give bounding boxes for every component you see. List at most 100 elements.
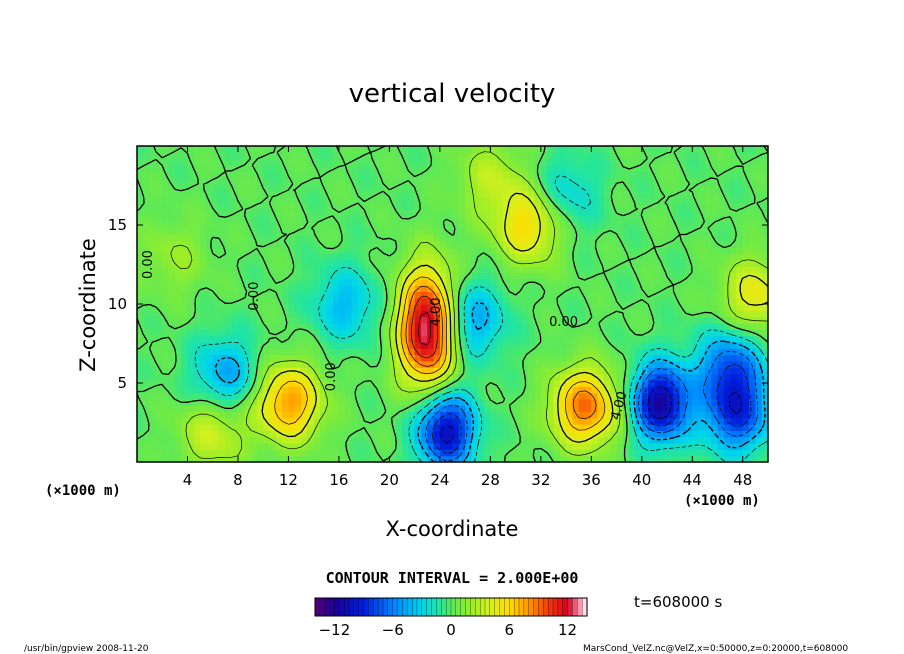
heat-cell — [219, 247, 226, 255]
heat-cell — [389, 285, 397, 292]
heat-cell — [585, 430, 592, 438]
heat-cell — [389, 398, 397, 406]
heat-cell — [566, 285, 573, 292]
heat-cell — [269, 417, 277, 425]
heat-cell — [275, 196, 283, 204]
heat-cell — [654, 335, 662, 343]
heat-cell — [761, 259, 768, 267]
heat-cell — [572, 177, 580, 185]
heat-cell — [502, 424, 510, 431]
heat-cell — [212, 304, 220, 311]
heat-cell — [427, 247, 435, 255]
heat-cell — [446, 240, 454, 248]
heat-cell — [433, 373, 441, 381]
heat-cell — [610, 285, 618, 292]
heat-cell — [212, 354, 220, 362]
heat-cell — [357, 164, 365, 172]
heat-cell — [458, 209, 466, 217]
heat-cell — [193, 392, 201, 400]
heat-cell — [193, 329, 201, 337]
heat-cell — [395, 177, 403, 185]
heat-cell — [597, 183, 605, 191]
heat-cell — [351, 272, 359, 280]
heat-cell — [465, 146, 473, 153]
heat-cell — [256, 152, 264, 160]
heat-cell — [502, 228, 510, 236]
heat-cell — [484, 335, 491, 343]
heat-cell — [433, 171, 441, 179]
heat-cell — [502, 215, 510, 223]
heat-cell — [307, 341, 315, 349]
heat-cell — [357, 228, 365, 236]
heat-cell — [332, 278, 340, 286]
heat-cell — [319, 285, 327, 292]
heat-cell — [471, 240, 479, 248]
heat-cell — [717, 424, 725, 431]
heat-cell — [162, 373, 170, 381]
heat-cell — [383, 146, 390, 153]
heat-cell — [149, 386, 157, 394]
heat-cell — [660, 322, 668, 330]
heat-cell — [610, 322, 618, 330]
heat-cell — [755, 341, 763, 349]
heat-cell — [660, 386, 668, 394]
heat-cell — [338, 209, 346, 217]
heat-cell — [345, 424, 353, 431]
heat-cell — [225, 335, 233, 343]
heat-cell — [383, 417, 390, 425]
heat-cell — [307, 158, 315, 166]
heat-cell — [736, 190, 744, 198]
heat-cell — [521, 183, 529, 191]
heat-cell — [471, 405, 479, 413]
heat-cell — [616, 183, 624, 191]
heat-cell — [275, 247, 283, 255]
heat-cell — [282, 247, 290, 255]
heat-cell — [212, 379, 220, 387]
heat-cell — [212, 310, 220, 318]
heat-cell — [471, 228, 479, 236]
heat-cell — [420, 215, 428, 223]
heat-cell — [648, 335, 656, 343]
heat-cell — [496, 247, 504, 255]
heat-cell — [673, 164, 681, 172]
heat-cell — [660, 411, 668, 419]
heat-cell — [219, 234, 226, 242]
heat-cell — [446, 424, 454, 431]
heat-cell — [364, 221, 372, 229]
heat-cell — [427, 234, 435, 242]
heat-cell — [162, 215, 170, 223]
heat-cell — [237, 171, 245, 179]
heat-cell — [660, 171, 668, 179]
heat-cell — [162, 240, 170, 248]
heat-cell — [200, 417, 208, 425]
heat-cell — [742, 455, 750, 462]
heat-cell — [225, 228, 233, 236]
heat-cell — [313, 196, 321, 204]
heat-cell — [357, 259, 365, 267]
heat-cell — [408, 341, 416, 349]
heat-cell — [736, 329, 744, 337]
heat-cell — [458, 297, 466, 305]
heat-cell — [256, 417, 264, 425]
heat-cell — [761, 247, 768, 255]
heat-cell — [231, 417, 239, 425]
heat-cell — [654, 240, 662, 248]
heat-cell — [585, 348, 592, 356]
heat-cell — [433, 209, 441, 217]
heat-cell — [502, 183, 510, 191]
heat-cell — [269, 158, 277, 166]
heat-cell — [219, 392, 226, 400]
heat-cell — [143, 152, 151, 160]
heat-cell — [307, 322, 315, 330]
heat-cell — [717, 354, 725, 362]
heat-cell — [263, 164, 271, 172]
heat-cell — [402, 259, 409, 267]
heat-cell — [288, 171, 296, 179]
heat-cell — [231, 360, 239, 368]
heat-cell — [679, 443, 687, 450]
heat-cell — [370, 367, 378, 375]
heat-cell — [326, 310, 334, 318]
heat-cell — [717, 341, 725, 349]
heat-cell — [610, 329, 618, 337]
heat-cell — [711, 259, 719, 267]
